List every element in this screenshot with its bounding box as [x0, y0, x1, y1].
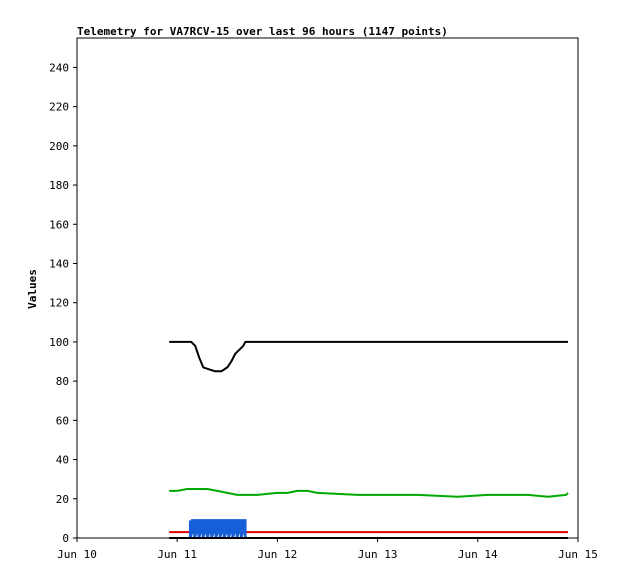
- series-line-1: [169, 488, 569, 498]
- x-tick-label: Jun 14: [458, 548, 498, 561]
- series-band-3: [188, 519, 247, 539]
- series-band-stroke: [188, 519, 247, 539]
- y-tick-label: 100: [49, 336, 69, 349]
- y-tick-label: 0: [62, 532, 69, 545]
- series-line-0: [169, 340, 568, 373]
- y-axis-label: Values: [26, 269, 39, 309]
- y-tick-label: 140: [49, 257, 69, 270]
- y-tick-label: 220: [49, 101, 69, 114]
- y-axis-ticks: 0 20 40 60 80 100 120 140 160 180 200 220 240: [49, 61, 77, 545]
- y-tick-label: 160: [49, 218, 69, 231]
- chart-title: Telemetry for VA7RCV-15 over last 96 hou…: [77, 25, 448, 38]
- y-tick-label: 180: [49, 179, 69, 192]
- x-axis-ticks: Jun 10 Jun 11 Jun 12 Jun 13 Jun 14 Jun 15: [57, 538, 598, 561]
- y-tick-label: 60: [56, 414, 69, 427]
- x-tick-label: Jun 11: [157, 548, 197, 561]
- x-tick-label: Jun 15: [558, 548, 598, 561]
- y-tick-label: 80: [56, 375, 69, 388]
- y-tick-label: 40: [56, 454, 69, 467]
- x-tick-label: Jun 10: [57, 548, 97, 561]
- series-layer: [169, 340, 569, 539]
- x-tick-label: Jun 12: [258, 548, 298, 561]
- plot-frame: [76, 37, 579, 539]
- y-tick-label: 200: [49, 140, 69, 153]
- y-tick-label: 120: [49, 297, 69, 310]
- y-tick-label: 240: [49, 61, 69, 74]
- x-tick-label: Jun 13: [358, 548, 398, 561]
- y-tick-label: 20: [56, 493, 69, 506]
